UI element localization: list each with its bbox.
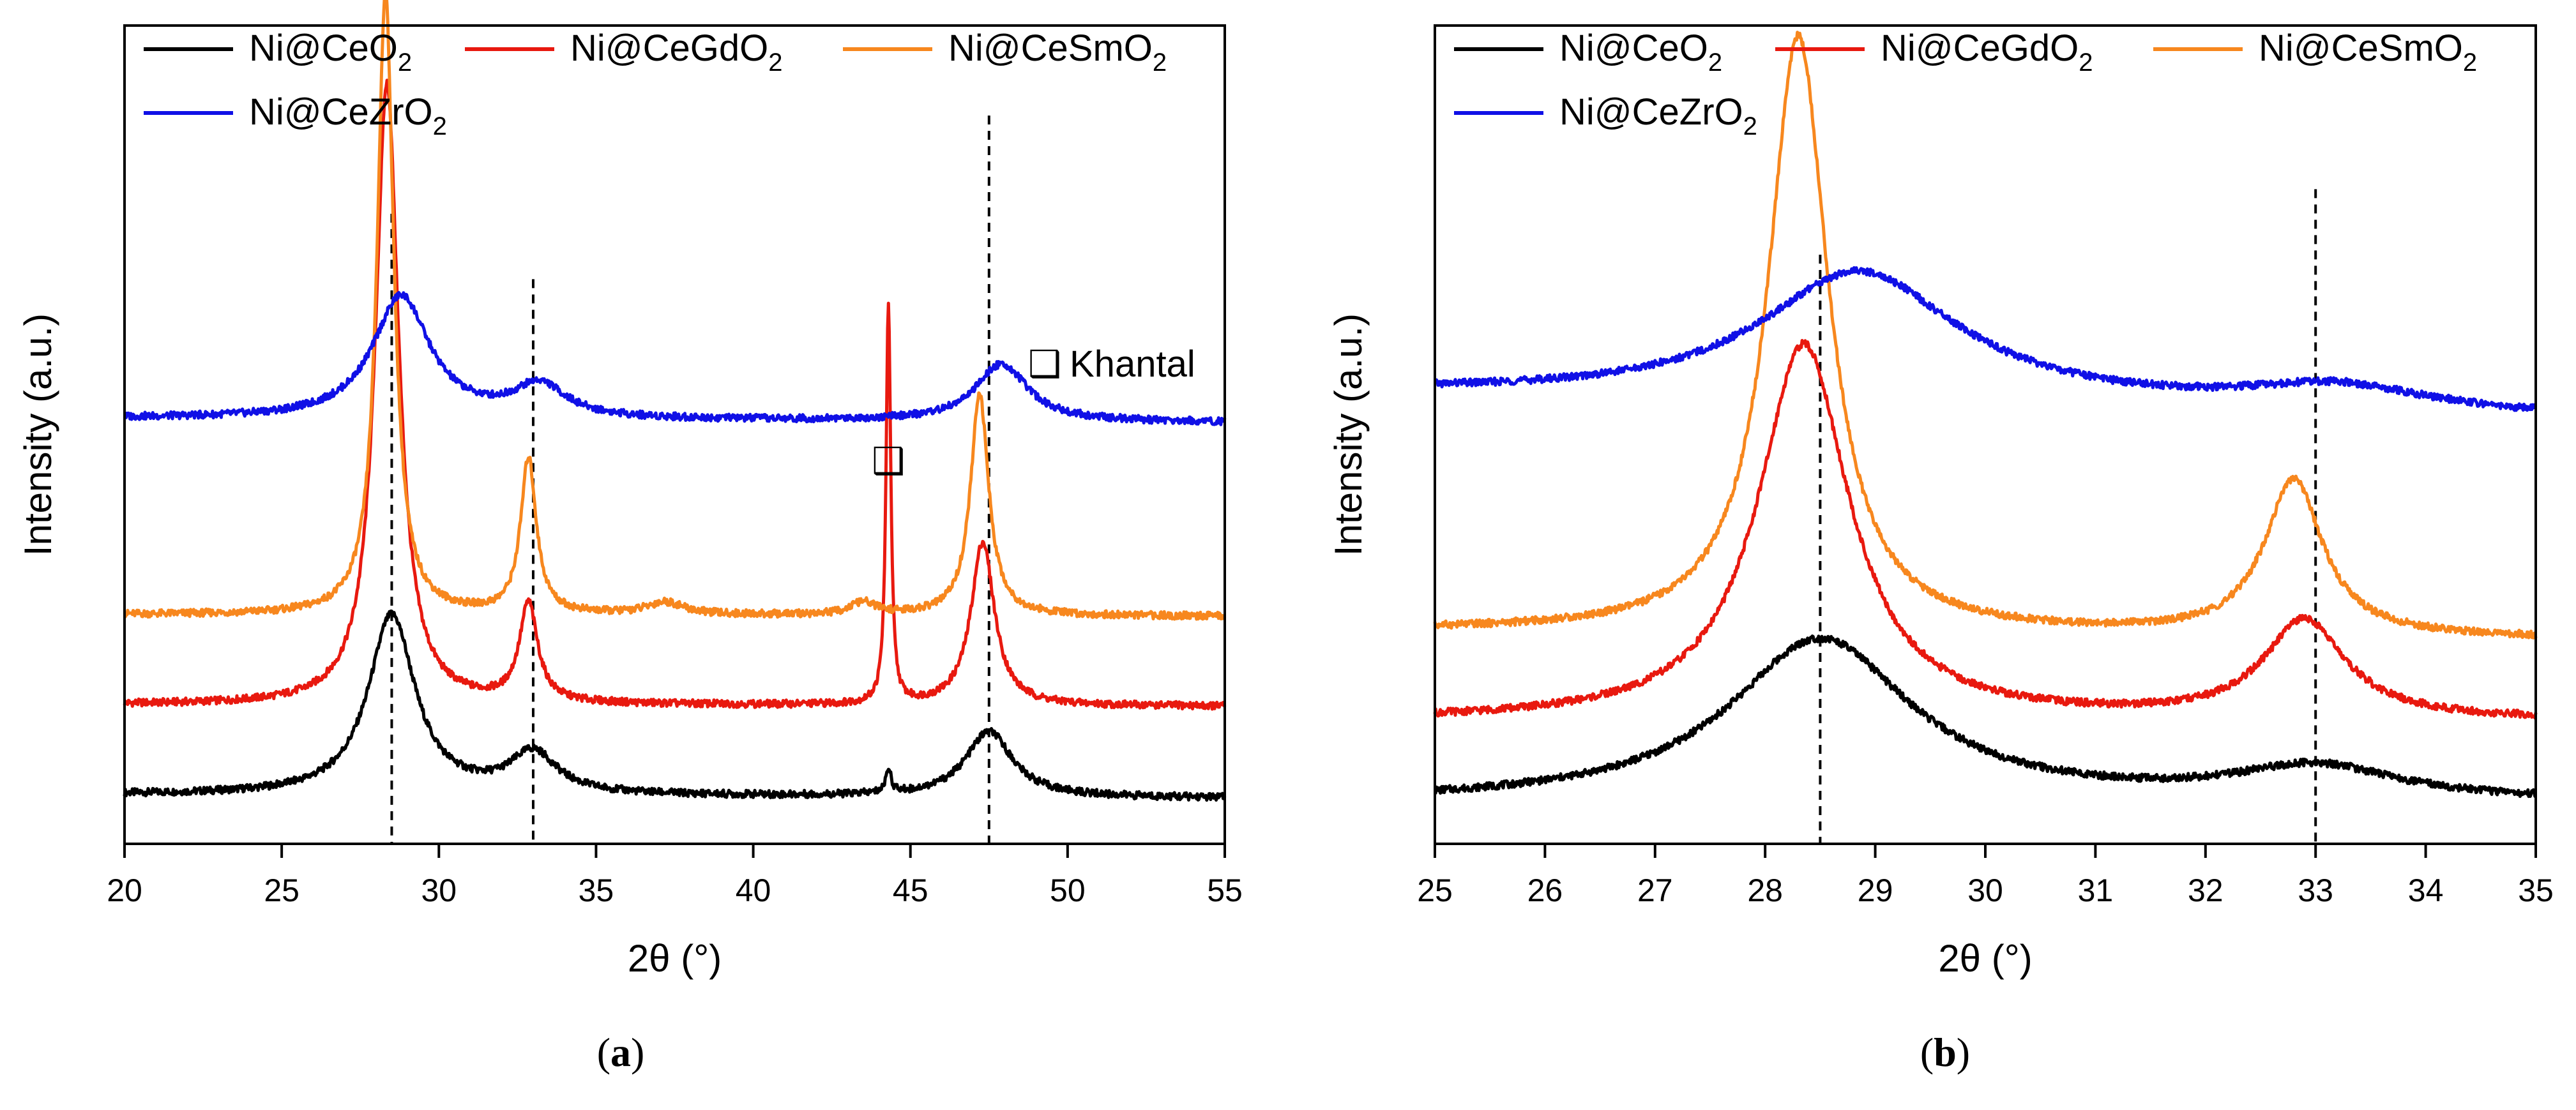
x-tick-label: 31	[2078, 873, 2114, 908]
panel-b-chart: 25 26 27 28 29 30 31 32 33 34 35 2θ (°) Intensity (a…	[1327, 24, 2554, 1075]
khantal-legend-label: Khantal	[1070, 343, 1195, 385]
y-axis-label: Intensity (a.u.)	[17, 313, 59, 556]
legend-subscript: 2	[2463, 49, 2477, 77]
legend-label: Ni@CeSmO	[2259, 27, 2463, 69]
legend-subscript: 2	[2079, 49, 2093, 77]
series-line-2	[123, 0, 1227, 621]
x-axis-label: 2θ (°)	[1938, 937, 2032, 980]
caption-open: (	[597, 1030, 610, 1075]
series-line-1	[123, 79, 1227, 711]
x-tick-label: 25	[264, 873, 299, 908]
x-tick-label: 35	[579, 873, 614, 908]
x-tick-label: 55	[1207, 873, 1243, 908]
x-tick-label: 35	[2518, 873, 2554, 908]
series-line-3	[1434, 266, 2537, 412]
x-tick-label: 30	[421, 873, 457, 908]
x-tick-label: 50	[1050, 873, 1086, 908]
legend-entry: Ni@CeSmO2	[2259, 27, 2477, 77]
legend-entry: Ni@CeGdO2	[1881, 27, 2093, 77]
x-tick-label: 34	[2408, 873, 2444, 908]
legend-subscript: 2	[768, 49, 782, 77]
legend-label: Ni@CeO	[249, 27, 398, 69]
x-tick-label: 45	[893, 873, 928, 908]
legend-label: Ni@CeSmO	[948, 27, 1153, 69]
caption-letter: b	[1934, 1030, 1957, 1075]
panel-caption: (b)	[1920, 1030, 1970, 1075]
caption-close: )	[631, 1030, 644, 1075]
x-tick-label: 30	[1967, 873, 2003, 908]
legend-entry: Ni@CeSmO2	[948, 27, 1167, 77]
legend-entry: Ni@CeGdO2	[570, 27, 783, 77]
x-tick-label: 33	[2298, 873, 2333, 908]
legend-label: Ni@CeZrO	[1559, 91, 1743, 133]
x-tick-label: 27	[1637, 873, 1673, 908]
x-tick-label: 26	[1527, 873, 1563, 908]
legend-subscript: 2	[1153, 49, 1167, 77]
legend-subscript: 2	[433, 112, 447, 140]
x-tick-label: 20	[107, 873, 142, 908]
legend-label: Ni@CeGdO	[1881, 27, 2079, 69]
x-axis-label: 2θ (°)	[628, 937, 722, 980]
caption-open: (	[1920, 1030, 1934, 1075]
y-axis-label: Intensity (a.u.)	[1327, 313, 1370, 556]
panel-a-chart: 20 25 30 35 40 45 50 55 2θ (°) Intensity (a.u.) Ni…	[17, 0, 1243, 1075]
x-tick-label: 32	[2188, 873, 2224, 908]
series-line-0	[123, 609, 1227, 802]
legend-entry: Ni@CeO2	[249, 27, 412, 77]
legend-subscript: 2	[398, 49, 412, 77]
legend-subscript: 2	[1743, 112, 1757, 140]
legend-label: Ni@CeO	[1559, 27, 1708, 69]
legend-entry: Ni@CeZrO2	[1559, 91, 1757, 140]
panel-caption: (a)	[597, 1030, 645, 1075]
plot-frame	[1434, 24, 2537, 845]
legend-entry: Ni@CeO2	[1559, 27, 1722, 77]
legend-entry: Ni@CeZrO2	[249, 91, 447, 140]
legend-subscript: 2	[1708, 49, 1722, 77]
legend-label: Ni@CeZrO	[249, 91, 433, 133]
plot-frame	[123, 24, 1226, 845]
khantal-legend-symbol: ❑	[1028, 343, 1061, 385]
khantal-peak-marker: ❑	[872, 440, 905, 482]
x-tick-label: 25	[1417, 873, 1453, 908]
series-line-1	[1433, 339, 2538, 720]
series-line-3	[123, 290, 1227, 426]
x-tick-label: 40	[736, 873, 771, 908]
series-line-2	[1433, 31, 2538, 640]
legend-label: Ni@CeGdO	[570, 27, 768, 69]
caption-letter: a	[610, 1030, 631, 1075]
caption-close: )	[1957, 1030, 1970, 1075]
x-tick-label: 29	[1858, 873, 1893, 908]
series-line-0	[1434, 634, 2537, 799]
x-tick-label: 28	[1747, 873, 1783, 908]
